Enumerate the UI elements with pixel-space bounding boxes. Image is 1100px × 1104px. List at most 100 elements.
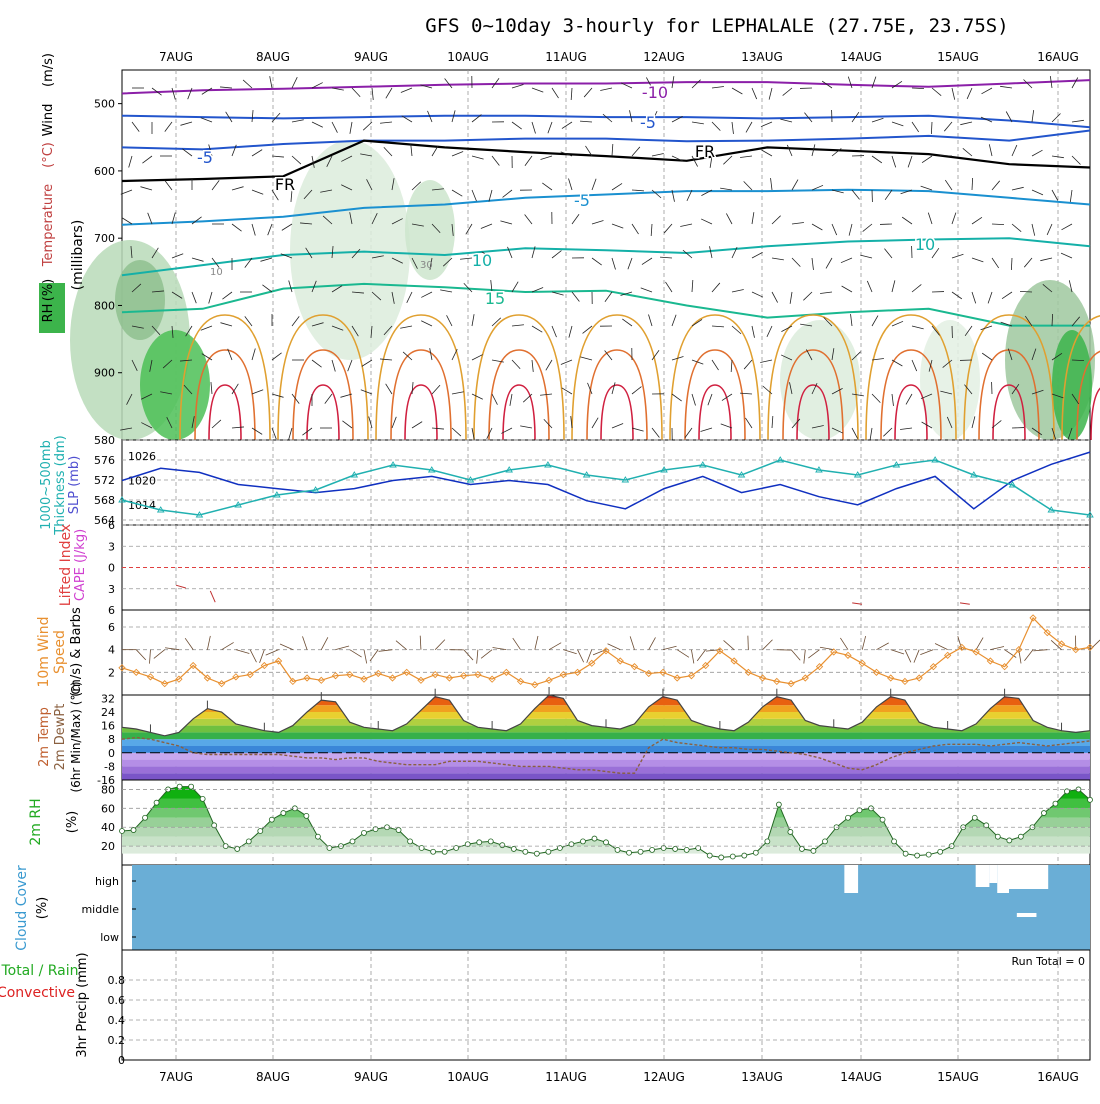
date-label-bottom: 16AUG: [1037, 1070, 1079, 1084]
date-label-top: 16AUG: [1037, 50, 1079, 64]
wind-barb: [440, 290, 452, 292]
isotherm-line: [122, 238, 1090, 275]
wind-barb: [541, 156, 552, 160]
wind-barb: [292, 316, 299, 326]
data-point: [580, 839, 585, 844]
data-point: [534, 851, 539, 856]
rh-band: [122, 808, 1090, 817]
wind-barb: [972, 178, 973, 190]
wind-barb: [372, 88, 373, 100]
wind-barb: [232, 427, 244, 428]
wind-barb-10m: [222, 642, 234, 649]
y-tick-label: 700: [94, 232, 115, 245]
isotherm-line: [122, 284, 1090, 326]
wind-barb: [860, 255, 872, 258]
ylabel-wind10m: 10m Wind: [36, 616, 52, 687]
wind-barb: [1040, 258, 1052, 261]
data-point: [592, 836, 597, 841]
cloud-clear-patch: [997, 865, 1009, 893]
wind-barb: [268, 224, 272, 235]
wind-barb: [712, 283, 720, 292]
y-tick-label: 60: [101, 802, 115, 815]
wind-barb: [512, 360, 520, 369]
wind-barb: [752, 326, 754, 338]
y-tick-label: 2: [108, 666, 115, 679]
rh-shade: [920, 320, 980, 440]
cloud-fill: [132, 865, 1090, 950]
wind-barb: [902, 217, 912, 224]
warm-contour: [601, 385, 633, 440]
wind-barb: [421, 321, 432, 326]
wind-barb: [172, 254, 183, 258]
wind-barb: [1072, 156, 1080, 164]
wind-barb: [892, 122, 903, 126]
wind-barb: [651, 224, 652, 236]
y-tick-label-right: 1026: [128, 450, 156, 463]
wind-barb: [292, 156, 301, 164]
data-point: [1007, 838, 1012, 843]
wind-barb: [992, 181, 1000, 190]
data-point: [788, 829, 793, 834]
wind-barb: [572, 214, 579, 224]
wind-barb-10m: [804, 650, 805, 664]
data-point: [1041, 811, 1046, 816]
wind-barb: [1012, 187, 1024, 190]
wind-barb: [982, 353, 992, 360]
wind-barb: [685, 428, 692, 438]
wind-barb: [592, 258, 602, 265]
lifted-index-line: [176, 585, 186, 588]
data-point: [511, 846, 516, 851]
data-point: [200, 796, 205, 801]
data-point: [765, 839, 770, 844]
wind-barb: [848, 77, 852, 88]
temp-band: [122, 705, 1090, 712]
wind-barb: [922, 156, 932, 163]
wind-barb: [772, 292, 778, 303]
wind-barb-10m: [763, 640, 773, 650]
isotherm-label: -5: [574, 191, 590, 210]
wind-barb: [900, 428, 912, 429]
wind-barb: [481, 224, 492, 228]
data-point: [638, 849, 643, 854]
wind-barb: [692, 80, 701, 88]
wind-barb-10m: [1090, 640, 1100, 650]
date-label-bottom: 13AUG: [741, 1070, 783, 1084]
y-tick-label: 80: [101, 783, 115, 796]
wind-barb-10m: [630, 636, 634, 649]
wind-barb-10m: [691, 650, 693, 664]
date-label-bottom: 9AUG: [354, 1070, 388, 1084]
wind-barb: [992, 224, 1004, 225]
wind-barb-10m: [266, 650, 279, 655]
data-point: [753, 850, 758, 855]
wind-barb: [192, 292, 196, 303]
wind-barb: [761, 122, 772, 127]
wind-barb-10m: [185, 638, 193, 649]
y-tick-label: 6: [108, 604, 115, 617]
wind-barb: [745, 418, 752, 428]
wind-barb: [892, 394, 893, 406]
wind-barb: [952, 88, 955, 100]
wind-barb: [272, 394, 284, 397]
warm-contour: [587, 350, 647, 440]
wind-barb: [212, 420, 221, 428]
ylabel-cape: CAPE (J/kg): [73, 529, 88, 601]
wind-barb: [1047, 224, 1052, 235]
wind-barb-10m: [563, 650, 576, 654]
data-point: [350, 839, 355, 844]
wind-barb: [989, 144, 992, 156]
ylabel-thickness-units: Thickness (dm): [53, 435, 68, 535]
wind-barb: [380, 359, 392, 360]
wind-barb: [412, 422, 422, 428]
wind-barb: [692, 122, 704, 124]
wind-barb: [772, 416, 773, 428]
wind-barb: [972, 258, 983, 262]
wind-barb: [272, 353, 282, 360]
wind-barb: [912, 284, 921, 292]
isotherm-line: [122, 80, 1090, 93]
wind-barb: [252, 390, 263, 394]
wind-barb-10m: [549, 643, 561, 650]
wind-barb: [732, 290, 744, 292]
